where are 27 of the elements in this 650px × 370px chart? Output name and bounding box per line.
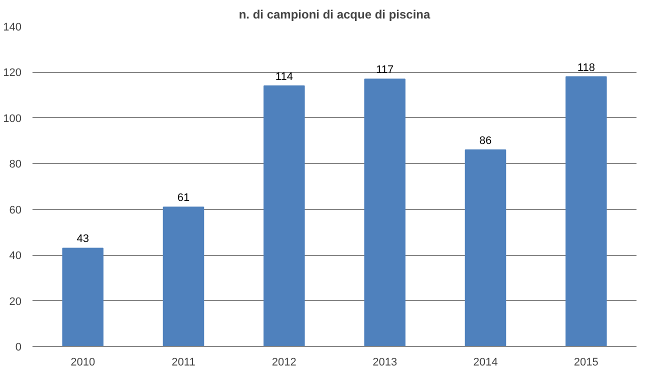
y-tick-label: 20 — [9, 296, 22, 308]
bar — [364, 78, 406, 346]
x-tick-label: 2012 — [272, 356, 296, 368]
y-tick-label: 40 — [9, 250, 22, 262]
data-label: 86 — [479, 134, 492, 147]
x-tick-label: 2013 — [372, 356, 398, 368]
chart-title: n. di campioni di acque di piscina — [238, 8, 431, 22]
y-tick-label: 140 — [3, 22, 22, 34]
x-tick-label: 2011 — [172, 356, 196, 368]
data-label: 43 — [76, 233, 89, 246]
bar — [264, 85, 305, 346]
data-label: 61 — [177, 192, 190, 204]
y-tick-label: 60 — [9, 204, 22, 216]
x-tick-label: 2014 — [473, 356, 498, 368]
y-tick-label: 0 — [15, 342, 22, 354]
data-label: 114 — [275, 70, 293, 83]
y-tick-label: 100 — [3, 112, 22, 125]
x-tick-label: 2015 — [574, 356, 598, 368]
bar — [162, 206, 204, 346]
bar — [464, 149, 506, 346]
data-label: 118 — [577, 62, 595, 74]
x-tick-label: 2010 — [70, 356, 96, 368]
bar — [62, 248, 104, 346]
bar — [566, 76, 607, 346]
data-label: 117 — [376, 64, 394, 76]
y-tick-label: 80 — [9, 158, 22, 171]
y-tick-label: 120 — [3, 67, 22, 80]
